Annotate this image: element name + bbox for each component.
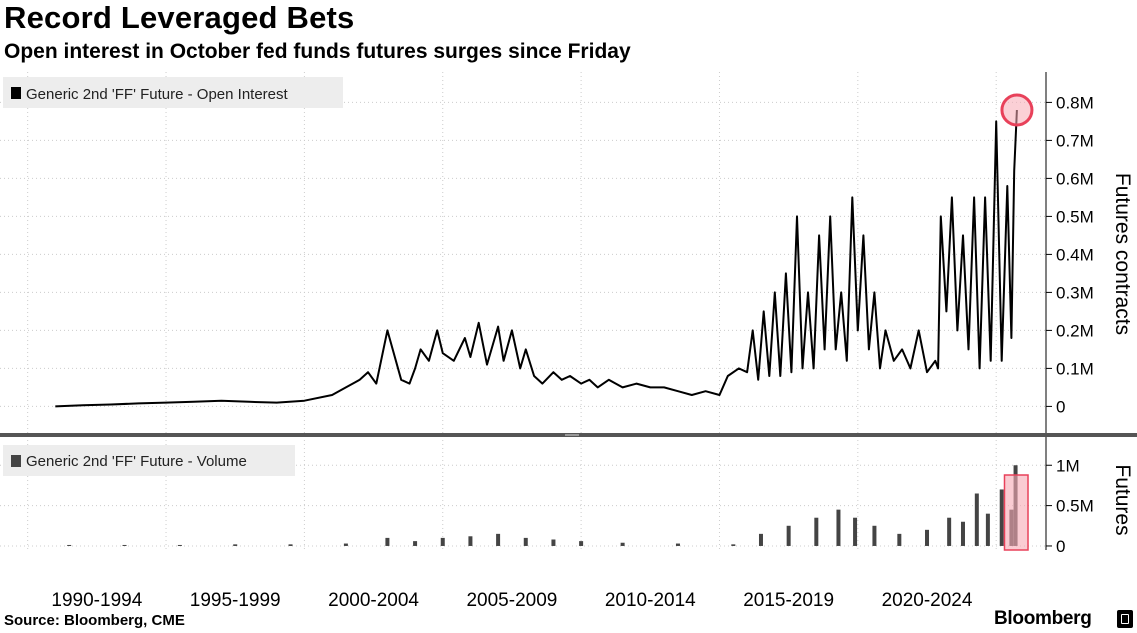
vol-bar	[872, 525, 877, 546]
vol-bar	[67, 544, 72, 546]
vol-bar	[122, 544, 127, 546]
vol-bar	[786, 525, 791, 546]
vol-bar	[758, 533, 763, 546]
vol-bar	[385, 537, 390, 546]
vol-bar	[999, 489, 1004, 546]
x-tick-label: 2005-2009	[466, 590, 557, 611]
vol-bar	[814, 517, 819, 546]
x-tick-label: 1990-1994	[51, 590, 142, 611]
oi-y-tick-label: 0.7M	[1056, 131, 1094, 150]
vol-bar	[675, 543, 680, 546]
series-layer	[55, 109, 1018, 546]
x-tick-label: 2020-2024	[882, 590, 973, 611]
vol-bar	[579, 541, 584, 546]
vol-bar	[233, 544, 238, 546]
x-tick-label: 2010-2014	[605, 590, 696, 611]
x-tick-label: 2000-2004	[328, 590, 419, 611]
oi-y-tick-label: 0	[1056, 397, 1065, 416]
vol-y-tick-label: 0	[1056, 537, 1065, 556]
vol-bar	[947, 517, 952, 546]
vol-bar	[551, 539, 556, 546]
vol-legend-box	[3, 445, 295, 476]
oi-y-tick-label: 0.4M	[1056, 245, 1094, 264]
annotation-layer	[1000, 93, 1034, 551]
source-note: Source: Bloomberg, CME	[4, 612, 185, 629]
gridlines	[0, 72, 1046, 550]
oi-y-axis-label: Futures contracts	[1111, 173, 1134, 335]
oi-y-tick-label: 0.2M	[1056, 321, 1094, 340]
vol-y-tick-label: 1M	[1056, 456, 1080, 475]
peak-highlight-circle	[1000, 93, 1034, 127]
vol-bar	[985, 513, 990, 546]
y-ticks: 0 0.1M 0.2M 0.3M 0.4M 0.5M 0.6M 0.7M 0.8M 0 0.5M 1M	[1046, 93, 1094, 556]
vol-y-tick-label: 0.5M	[1056, 497, 1094, 516]
x-tick-label: 1995-1999	[190, 590, 281, 611]
oi-legend-swatch	[11, 87, 21, 99]
vol-legend-swatch	[11, 455, 21, 467]
x-tick-label: 2015-2019	[743, 590, 834, 611]
vol-bar	[731, 544, 736, 546]
vol-bar	[468, 536, 473, 546]
chart-title: Record Leveraged Bets	[4, 0, 355, 35]
vol-bar	[925, 529, 930, 546]
vol-bar	[440, 537, 445, 546]
vol-bar	[836, 509, 841, 546]
bloomberg-logo: Bloomberg	[994, 608, 1092, 629]
vol-bar	[960, 521, 965, 546]
vol-bar	[620, 542, 625, 546]
vol-bar	[897, 533, 902, 546]
oi-y-tick-label: 0.6M	[1056, 169, 1094, 188]
oi-y-tick-label: 0.3M	[1056, 283, 1094, 302]
vol-legend-label: Generic 2nd 'FF' Future - Volume	[26, 453, 247, 470]
vol-bar	[974, 493, 979, 546]
vol-bar	[853, 517, 858, 546]
oi-y-tick-label: 0.1M	[1056, 359, 1094, 378]
oi-y-tick-label: 0.8M	[1056, 93, 1094, 112]
chart-subtitle: Open interest in October fed funds futur…	[4, 40, 631, 63]
vol-bar	[523, 537, 528, 546]
vol-bar	[177, 544, 182, 546]
x-ticks: 1990-1994 1995-1999 2000-2004 2005-2009 2010…	[51, 590, 972, 611]
panel-divider-handle[interactable]	[565, 434, 579, 436]
oi-legend-box	[3, 77, 343, 108]
oi-legend-label: Generic 2nd 'FF' Future - Open Interest	[26, 86, 289, 103]
vol-y-axis-label: Futures	[1111, 464, 1134, 535]
volume-highlight-rect	[1003, 474, 1029, 551]
vol-bar	[343, 543, 348, 546]
oi-y-tick-label: 0.5M	[1056, 207, 1094, 226]
bloomberg-terminal-icon	[1117, 610, 1133, 628]
vol-bar	[413, 541, 418, 546]
vol-bar	[288, 544, 293, 546]
vol-bar	[496, 533, 501, 546]
oi-series-line	[55, 109, 1018, 408]
